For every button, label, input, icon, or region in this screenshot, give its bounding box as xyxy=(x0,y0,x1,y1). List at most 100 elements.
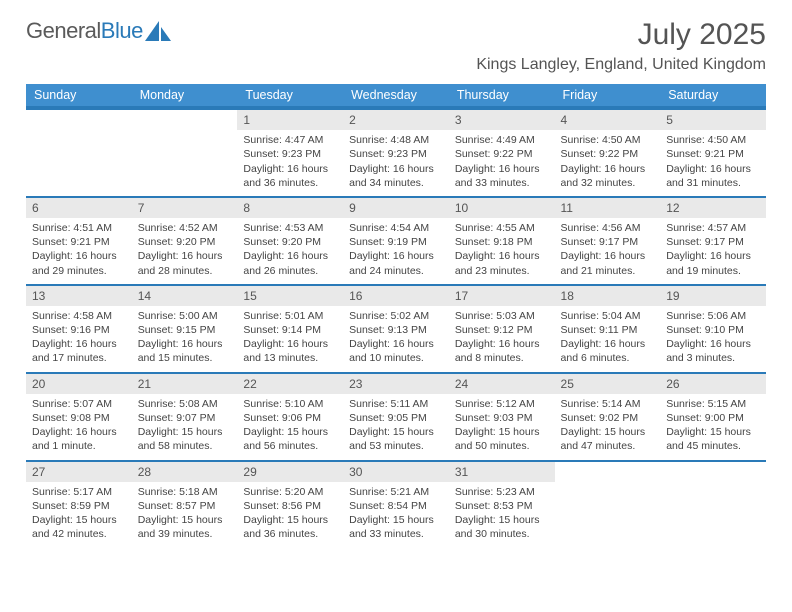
sunrise-line: Sunrise: 4:52 AM xyxy=(138,221,232,235)
day-body: Sunrise: 5:17 AMSunset: 8:59 PMDaylight:… xyxy=(26,482,132,548)
day-body: Sunrise: 4:50 AMSunset: 9:21 PMDaylight:… xyxy=(660,130,766,196)
day-body: Sunrise: 4:52 AMSunset: 9:20 PMDaylight:… xyxy=(132,218,238,284)
daylight-line: Daylight: 15 hours and 30 minutes. xyxy=(455,513,549,541)
day-number: 24 xyxy=(449,372,555,394)
daylight-line: Daylight: 15 hours and 42 minutes. xyxy=(32,513,126,541)
calendar-cell: 16Sunrise: 5:02 AMSunset: 9:13 PMDayligh… xyxy=(343,284,449,372)
sunset-line: Sunset: 8:53 PM xyxy=(455,499,549,513)
daylight-line: Daylight: 16 hours and 21 minutes. xyxy=(561,249,655,277)
calendar-head: SundayMondayTuesdayWednesdayThursdayFrid… xyxy=(26,84,766,107)
location: Kings Langley, England, United Kingdom xyxy=(476,56,766,74)
sunrise-line: Sunrise: 5:06 AM xyxy=(666,309,760,323)
sunset-line: Sunset: 8:57 PM xyxy=(138,499,232,513)
daylight-line: Daylight: 15 hours and 58 minutes. xyxy=(138,425,232,453)
sunrise-line: Sunrise: 4:48 AM xyxy=(349,133,443,147)
daylight-line: Daylight: 15 hours and 45 minutes. xyxy=(666,425,760,453)
sunrise-line: Sunrise: 5:10 AM xyxy=(243,397,337,411)
day-number: 26 xyxy=(660,372,766,394)
sunrise-line: Sunrise: 4:47 AM xyxy=(243,133,337,147)
sunrise-line: Sunrise: 4:57 AM xyxy=(666,221,760,235)
daylight-line: Daylight: 16 hours and 29 minutes. xyxy=(32,249,126,277)
sunrise-line: Sunrise: 5:18 AM xyxy=(138,485,232,499)
calendar-cell: 28Sunrise: 5:18 AMSunset: 8:57 PMDayligh… xyxy=(132,460,238,548)
sunrise-line: Sunrise: 4:53 AM xyxy=(243,221,337,235)
calendar-cell: 26Sunrise: 5:15 AMSunset: 9:00 PMDayligh… xyxy=(660,372,766,460)
sunset-line: Sunset: 9:23 PM xyxy=(243,147,337,161)
calendar-row: 1Sunrise: 4:47 AMSunset: 9:23 PMDaylight… xyxy=(26,107,766,196)
sunset-line: Sunset: 9:21 PM xyxy=(666,147,760,161)
day-body: Sunrise: 4:58 AMSunset: 9:16 PMDaylight:… xyxy=(26,306,132,372)
day-number: 21 xyxy=(132,372,238,394)
day-body: Sunrise: 5:08 AMSunset: 9:07 PMDaylight:… xyxy=(132,394,238,460)
sunset-line: Sunset: 9:08 PM xyxy=(32,411,126,425)
daylight-line: Daylight: 16 hours and 32 minutes. xyxy=(561,162,655,190)
daylight-line: Daylight: 16 hours and 33 minutes. xyxy=(455,162,549,190)
day-header: Saturday xyxy=(660,84,766,107)
daylight-line: Daylight: 16 hours and 31 minutes. xyxy=(666,162,760,190)
day-number-empty xyxy=(132,108,238,130)
sunset-line: Sunset: 9:13 PM xyxy=(349,323,443,337)
calendar-cell: 24Sunrise: 5:12 AMSunset: 9:03 PMDayligh… xyxy=(449,372,555,460)
day-number: 20 xyxy=(26,372,132,394)
calendar-cell: 15Sunrise: 5:01 AMSunset: 9:14 PMDayligh… xyxy=(237,284,343,372)
sunrise-line: Sunrise: 5:01 AM xyxy=(243,309,337,323)
sunrise-line: Sunrise: 5:21 AM xyxy=(349,485,443,499)
day-header: Monday xyxy=(132,84,238,107)
sunset-line: Sunset: 9:14 PM xyxy=(243,323,337,337)
sunset-line: Sunset: 9:23 PM xyxy=(349,147,443,161)
calendar-cell: 20Sunrise: 5:07 AMSunset: 9:08 PMDayligh… xyxy=(26,372,132,460)
sunset-line: Sunset: 9:03 PM xyxy=(455,411,549,425)
sunset-line: Sunset: 9:11 PM xyxy=(561,323,655,337)
sunset-line: Sunset: 9:18 PM xyxy=(455,235,549,249)
day-body: Sunrise: 5:20 AMSunset: 8:56 PMDaylight:… xyxy=(237,482,343,548)
calendar-cell: 12Sunrise: 4:57 AMSunset: 9:17 PMDayligh… xyxy=(660,196,766,284)
day-number-empty xyxy=(26,108,132,130)
day-body: Sunrise: 5:14 AMSunset: 9:02 PMDaylight:… xyxy=(555,394,661,460)
calendar-cell: 6Sunrise: 4:51 AMSunset: 9:21 PMDaylight… xyxy=(26,196,132,284)
day-number: 6 xyxy=(26,196,132,218)
daylight-line: Daylight: 16 hours and 28 minutes. xyxy=(138,249,232,277)
day-number: 8 xyxy=(237,196,343,218)
day-number: 7 xyxy=(132,196,238,218)
day-number: 13 xyxy=(26,284,132,306)
day-number: 1 xyxy=(237,108,343,130)
calendar-cell: 10Sunrise: 4:55 AMSunset: 9:18 PMDayligh… xyxy=(449,196,555,284)
sunset-line: Sunset: 9:20 PM xyxy=(138,235,232,249)
daylight-line: Daylight: 16 hours and 10 minutes. xyxy=(349,337,443,365)
calendar-cell: 19Sunrise: 5:06 AMSunset: 9:10 PMDayligh… xyxy=(660,284,766,372)
sunrise-line: Sunrise: 4:50 AM xyxy=(561,133,655,147)
sunset-line: Sunset: 9:20 PM xyxy=(243,235,337,249)
day-body: Sunrise: 5:01 AMSunset: 9:14 PMDaylight:… xyxy=(237,306,343,372)
calendar-cell: 23Sunrise: 5:11 AMSunset: 9:05 PMDayligh… xyxy=(343,372,449,460)
sunset-line: Sunset: 9:10 PM xyxy=(666,323,760,337)
day-number: 10 xyxy=(449,196,555,218)
day-number: 23 xyxy=(343,372,449,394)
day-body: Sunrise: 5:02 AMSunset: 9:13 PMDaylight:… xyxy=(343,306,449,372)
sunset-line: Sunset: 9:17 PM xyxy=(561,235,655,249)
sunset-line: Sunset: 8:56 PM xyxy=(243,499,337,513)
day-header: Wednesday xyxy=(343,84,449,107)
day-number: 16 xyxy=(343,284,449,306)
day-body: Sunrise: 5:06 AMSunset: 9:10 PMDaylight:… xyxy=(660,306,766,372)
day-number: 11 xyxy=(555,196,661,218)
day-number: 27 xyxy=(26,460,132,482)
calendar-cell: 22Sunrise: 5:10 AMSunset: 9:06 PMDayligh… xyxy=(237,372,343,460)
day-number: 9 xyxy=(343,196,449,218)
day-body: Sunrise: 4:51 AMSunset: 9:21 PMDaylight:… xyxy=(26,218,132,284)
day-number: 17 xyxy=(449,284,555,306)
sunrise-line: Sunrise: 4:58 AM xyxy=(32,309,126,323)
day-body: Sunrise: 5:00 AMSunset: 9:15 PMDaylight:… xyxy=(132,306,238,372)
calendar-body: 1Sunrise: 4:47 AMSunset: 9:23 PMDaylight… xyxy=(26,107,766,547)
day-number-empty xyxy=(660,460,766,482)
logo-text: GeneralBlue xyxy=(26,18,143,44)
daylight-line: Daylight: 16 hours and 13 minutes. xyxy=(243,337,337,365)
calendar-cell: 9Sunrise: 4:54 AMSunset: 9:19 PMDaylight… xyxy=(343,196,449,284)
day-body: Sunrise: 4:55 AMSunset: 9:18 PMDaylight:… xyxy=(449,218,555,284)
day-body: Sunrise: 5:21 AMSunset: 8:54 PMDaylight:… xyxy=(343,482,449,548)
daylight-line: Daylight: 16 hours and 8 minutes. xyxy=(455,337,549,365)
day-body: Sunrise: 5:04 AMSunset: 9:11 PMDaylight:… xyxy=(555,306,661,372)
sunset-line: Sunset: 9:17 PM xyxy=(666,235,760,249)
day-body: Sunrise: 4:49 AMSunset: 9:22 PMDaylight:… xyxy=(449,130,555,196)
sunset-line: Sunset: 9:15 PM xyxy=(138,323,232,337)
calendar-cell: 25Sunrise: 5:14 AMSunset: 9:02 PMDayligh… xyxy=(555,372,661,460)
